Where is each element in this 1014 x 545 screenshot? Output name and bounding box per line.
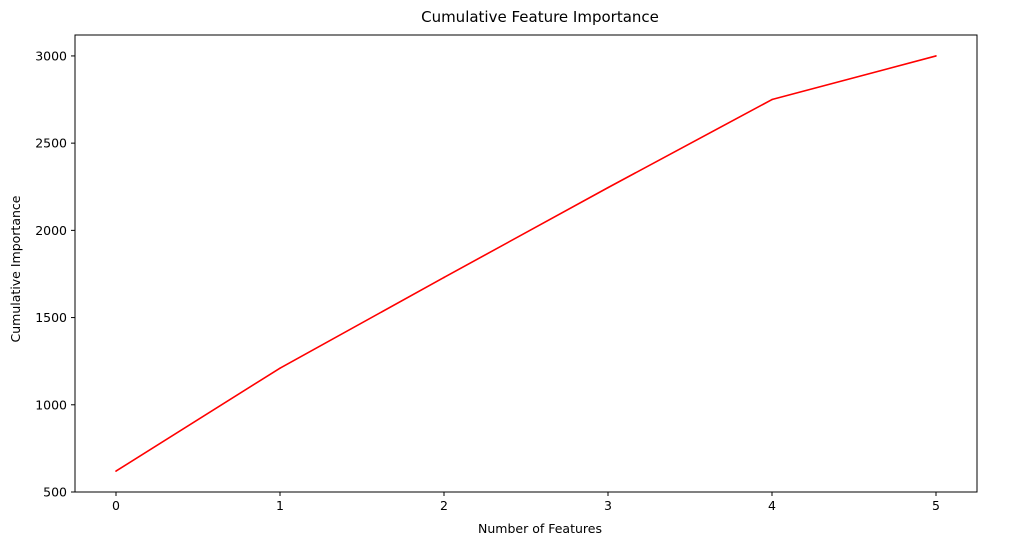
y-tick-label: 2000 <box>35 223 67 238</box>
series-line <box>115 55 937 472</box>
x-tick-label: 3 <box>604 498 612 513</box>
y-tick-label: 1500 <box>35 310 67 325</box>
data-point <box>115 470 117 472</box>
y-axis-label: Cumulative Importance <box>8 195 23 342</box>
data-point <box>771 98 773 101</box>
x-tick-label: 4 <box>768 498 776 513</box>
x-tick-label: 2 <box>440 498 448 513</box>
y-tick-label: 2500 <box>35 136 67 151</box>
data-point <box>607 186 609 189</box>
plot-area: 0 1 2 3 4 5 500 1000 1500 2000 2500 3000 <box>35 34 978 513</box>
y-tick-label: 3000 <box>35 48 67 63</box>
x-axis-label: Number of Features <box>478 521 602 536</box>
y-tick-label: 1000 <box>35 397 67 412</box>
x-tick-label: 0 <box>112 498 120 513</box>
y-tick-label: 500 <box>43 485 67 500</box>
data-point <box>279 367 281 369</box>
x-tick-label: 5 <box>932 498 940 513</box>
x-tick-label: 1 <box>276 498 284 513</box>
chart-title: Cumulative Feature Importance <box>421 8 659 26</box>
data-point <box>935 55 937 57</box>
data-point <box>443 276 445 279</box>
axes-frame <box>74 34 978 493</box>
